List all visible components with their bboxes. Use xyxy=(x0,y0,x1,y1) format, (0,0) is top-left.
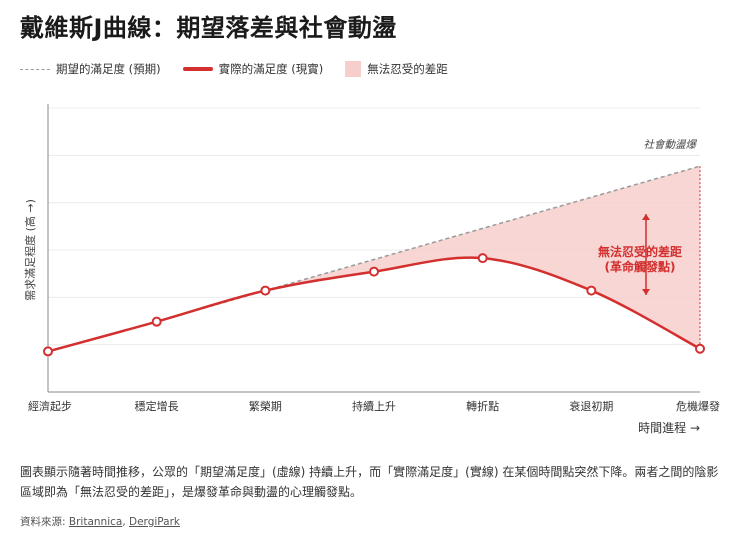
y-axis-title: 需求滿足程度 (高 →) xyxy=(23,199,37,301)
data-point-actual xyxy=(477,253,488,264)
data-point-actual xyxy=(260,285,271,296)
legend-item-actual: 實際的滿足度 (現實) xyxy=(182,61,324,77)
data-point-actual xyxy=(151,316,162,327)
x-tick-label: 危機爆發 xyxy=(676,399,720,413)
gap-arrow-head-down xyxy=(642,289,650,295)
chart-description: 圖表顯示隨著時間推移，公眾的「期望滿足度」(虛線) 持續上升，而「實際滿足度」(… xyxy=(20,465,719,499)
x-axis-title: 時間進程 → xyxy=(638,420,700,435)
legend-label-gap: 無法忍受的差距 xyxy=(367,62,448,76)
chart-title: 戴維斯J曲線：期望落差與社會動盪 xyxy=(20,14,397,42)
gap-annotation-line2: (革命觸發點) xyxy=(605,259,676,274)
legend: 期望的滿足度 (預期) 實際的滿足度 (現實) 無法忍受的差距 xyxy=(20,60,470,78)
gap-annotation-line1: 無法忍受的差距 xyxy=(598,244,682,259)
x-tick-label: 衰退初期 xyxy=(569,399,613,413)
legend-swatch-dashed xyxy=(20,68,50,70)
legend-label-expected: 期望的滿足度 (預期) xyxy=(56,62,161,76)
source-link-britannica[interactable]: Britannica xyxy=(68,516,123,528)
legend-label-actual: 實際的滿足度 (現實) xyxy=(218,62,324,76)
gap-arrow-head-up xyxy=(642,214,650,220)
data-point-actual xyxy=(369,266,379,277)
source-label: 資料來源: xyxy=(20,516,66,528)
data-point-actual xyxy=(43,346,53,357)
x-tick-label: 穩定增長 xyxy=(135,399,179,413)
legend-item-expected: 期望的滿足度 (預期) xyxy=(20,61,161,77)
x-tick-label: 持續上升 xyxy=(352,399,396,413)
crisis-annotation: 社會動盪爆 xyxy=(644,139,698,151)
data-point-actual xyxy=(586,285,597,296)
source-link-dergipark[interactable]: DergiPark xyxy=(129,516,180,528)
legend-swatch-area xyxy=(345,61,362,77)
data-point-actual xyxy=(695,343,705,354)
source-line: 資料來源: Britannica, DergiPark xyxy=(20,516,180,528)
x-tick-label: 轉折點 xyxy=(466,399,499,413)
legend-item-gap: 無法忍受的差距 xyxy=(345,61,448,77)
gap-area xyxy=(48,166,700,352)
legend-swatch-solid xyxy=(182,67,213,71)
x-tick-label: 經濟起步 xyxy=(28,399,72,413)
x-tick-label: 繁榮期 xyxy=(249,399,282,413)
